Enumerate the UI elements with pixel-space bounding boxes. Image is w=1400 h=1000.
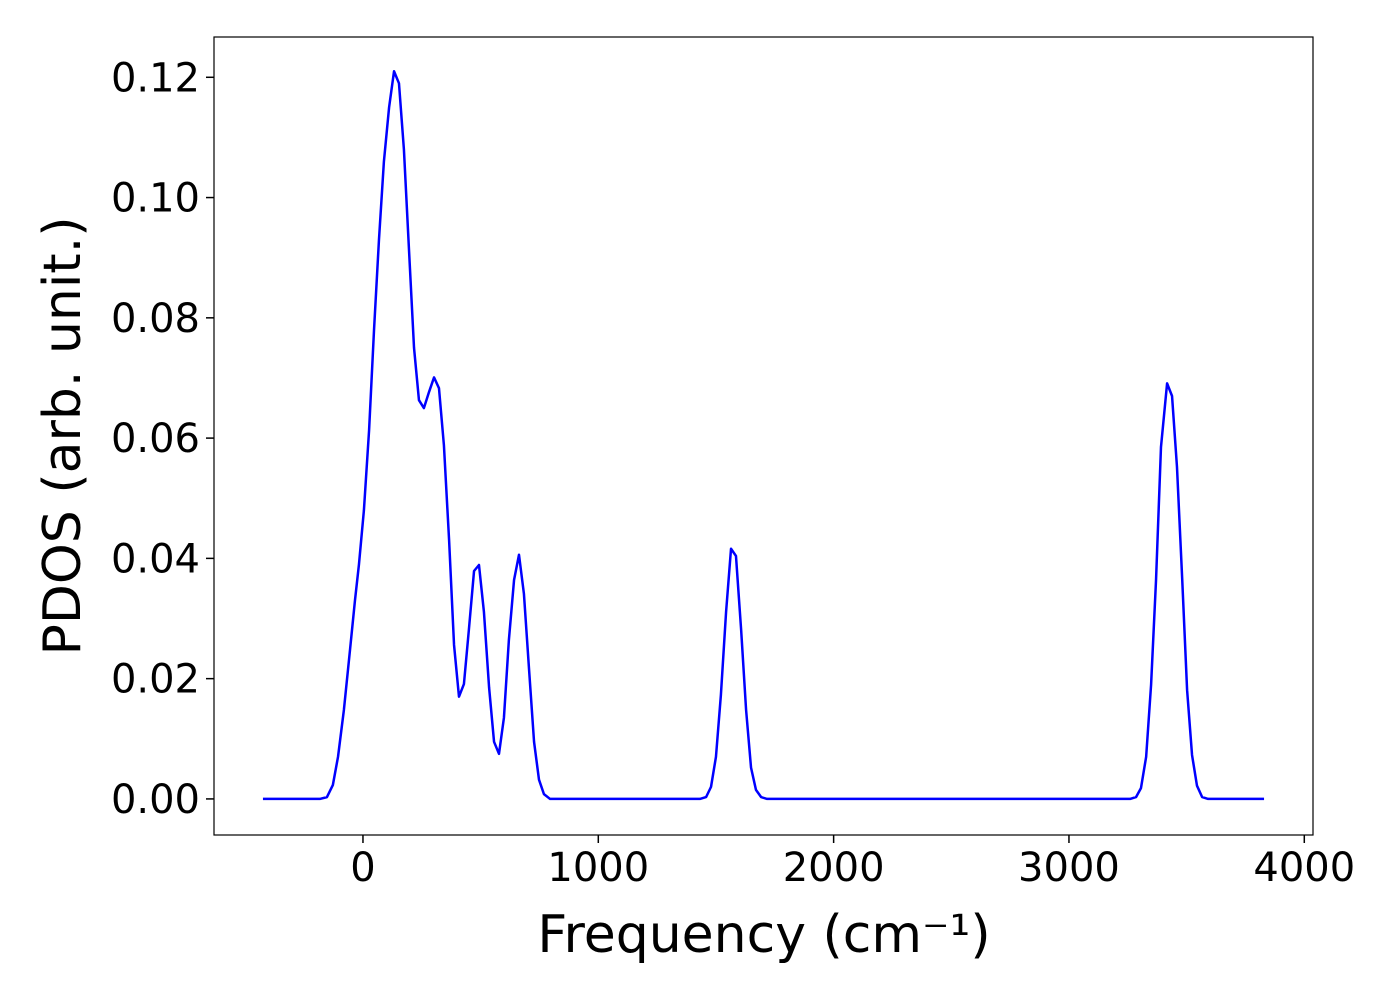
x-tick-label: 1000	[547, 845, 649, 891]
y-tick-label: 0.02	[111, 657, 200, 703]
y-tick-label: 0.08	[111, 296, 200, 342]
x-tick-label: 3000	[1018, 845, 1120, 891]
plot-frame	[213, 36, 1314, 836]
data-line	[262, 70, 1265, 801]
y-tick-label: 0.00	[111, 777, 200, 823]
x-tick-label: 2000	[783, 845, 885, 891]
x-axis-label: Frequency (cm⁻¹)	[537, 905, 990, 965]
y-tick-label: 0.04	[111, 536, 200, 582]
y-tick-label: 0.10	[111, 176, 200, 222]
y-tick-label: 0.12	[111, 55, 200, 101]
y-axis-label: PDOS (arb. unit.)	[33, 216, 93, 655]
x-tick-label: 0	[350, 845, 375, 891]
y-tick-label: 0.06	[111, 416, 200, 462]
x-tick-label: 4000	[1253, 845, 1355, 891]
